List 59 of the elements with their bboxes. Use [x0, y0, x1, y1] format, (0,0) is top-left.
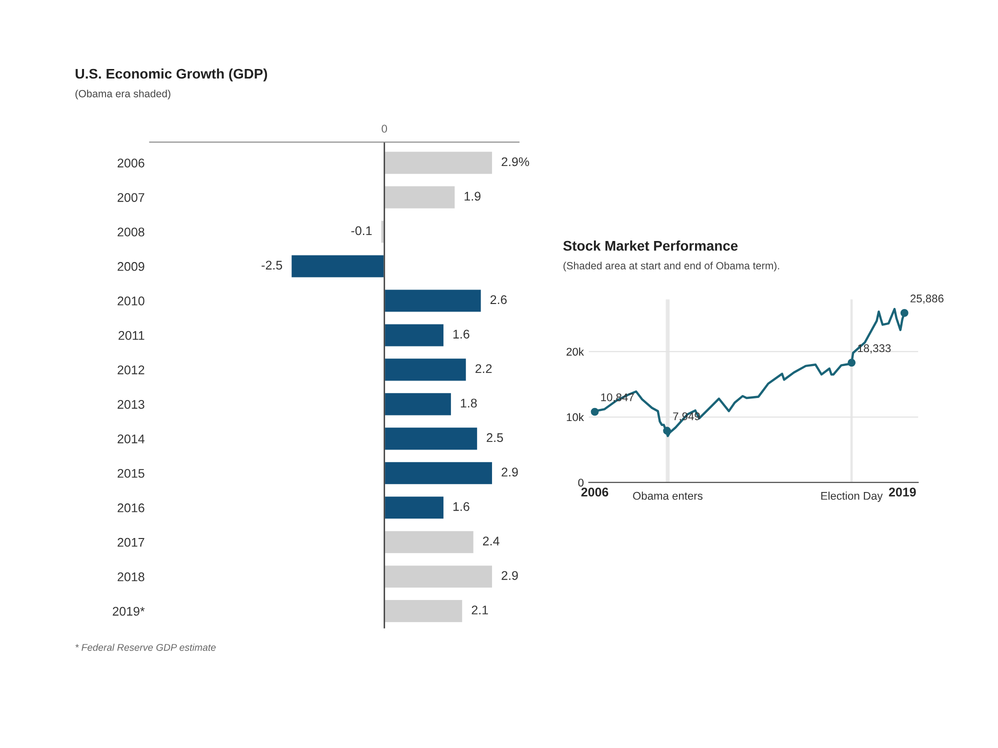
data-label: 2.1 [472, 606, 488, 614]
bar [384, 598, 464, 624]
text: 0 [382, 124, 388, 133]
point [663, 426, 671, 435]
data-label: 1.6 [453, 502, 470, 511]
y-tick-label: 2012 [118, 366, 144, 374]
data-label: 2.6 [490, 295, 507, 304]
data-label: 2.5 [486, 433, 503, 442]
bar [384, 530, 475, 555]
annotation: 18,333 [858, 344, 891, 354]
data-label: 2.4 [483, 536, 500, 546]
data-label: -2.5 [262, 260, 282, 270]
text: U.S. Economic Growth (GDP) [76, 68, 268, 82]
point [900, 308, 908, 317]
data-label: 2.9% [502, 157, 530, 166]
y-tick-label: 2009 [118, 262, 144, 271]
y-tick-label: 2017 [118, 538, 144, 547]
y-tick-label: 20k [566, 348, 584, 356]
annotation: 25,886 [910, 294, 944, 304]
data-label: 2.2 [476, 364, 492, 373]
data-label: 2.9 [502, 571, 518, 580]
bar [384, 564, 494, 590]
y-tick-label: 2006 [118, 158, 144, 168]
bar [384, 426, 478, 452]
bar [384, 184, 456, 210]
text: (Obama era shaded) [75, 90, 170, 100]
bar [384, 392, 452, 417]
point [848, 358, 856, 367]
bar [384, 495, 445, 520]
data-label: 1.6 [453, 330, 470, 339]
data-label: 1.8 [460, 398, 477, 408]
y-tick-label: 2015 [118, 468, 144, 478]
data-label: -0.1 [351, 226, 372, 236]
data-label: 1.9 [464, 192, 480, 201]
y-tick-label: 2008 [118, 228, 144, 236]
y-tick-label: 2016 [118, 503, 144, 512]
text: * Federal Reserve GDP estimate [75, 644, 216, 651]
y-tick-label: 2018 [118, 572, 144, 582]
x-tick-label: 2019 [888, 488, 916, 497]
band-label: Election Day [821, 492, 883, 502]
y-tick-label: 2010 [118, 296, 144, 306]
y-tick-label: 2007 [118, 193, 144, 202]
y-tick-label: 2014 [118, 434, 144, 444]
bar [384, 288, 482, 314]
bar [384, 357, 468, 382]
bar [384, 150, 494, 176]
y-tick-label: 2019* [112, 606, 145, 616]
bar [290, 254, 386, 279]
y-tick-label: 10k [566, 412, 584, 422]
bar [384, 322, 445, 348]
point [590, 408, 599, 416]
y-tick-label: 0 [578, 478, 584, 487]
data-label: 2.9 [502, 468, 518, 477]
chart-title: Stock Market Performance [563, 240, 738, 251]
bar [384, 460, 494, 486]
y-tick-label: 2013 [118, 400, 144, 409]
y-tick-label: 2011 [118, 331, 144, 340]
band-label: Obama enters [633, 492, 703, 500]
chart-subtitle: (Shaded area at start and end of Obama term). [564, 262, 780, 272]
